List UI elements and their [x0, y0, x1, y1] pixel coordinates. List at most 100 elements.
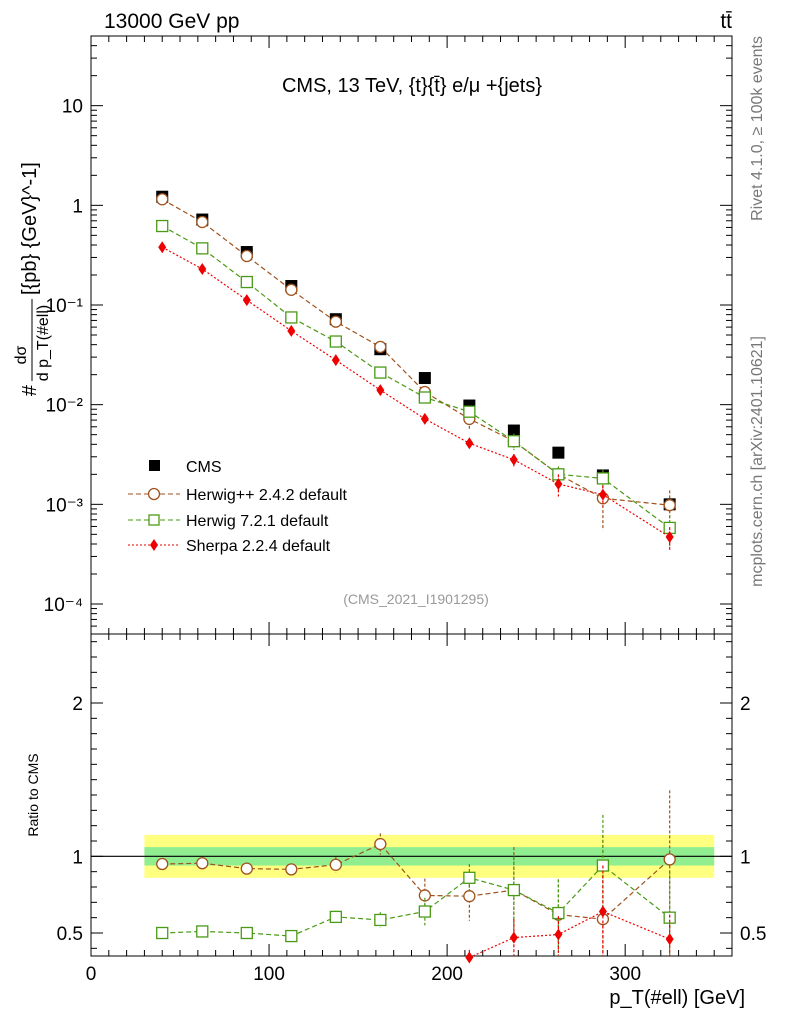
ratio-point	[463, 871, 476, 884]
main-point	[509, 453, 518, 466]
rivet-label: Rivet 4.1.0, ≥ 100k events	[749, 36, 766, 221]
main-series-1	[156, 193, 676, 531]
legend-marker-herwig7	[148, 514, 160, 526]
x-tick-label: 100	[253, 964, 285, 985]
main-point	[465, 437, 474, 450]
main-y-ticks: 10⁻⁴ 10⁻³ 10⁻² 10⁻¹ 1 10	[44, 35, 732, 635]
main-point	[329, 335, 342, 348]
x-tick-label: 200	[431, 964, 463, 985]
main-point	[240, 275, 253, 289]
main-point	[196, 242, 209, 255]
main-point	[663, 499, 676, 512]
ratio-point	[598, 905, 607, 918]
legend-label-sherpa: Sherpa 2.2.4 default	[186, 538, 331, 555]
ratio-point	[418, 905, 432, 918]
main-point	[598, 488, 607, 501]
main-y-tick-label: 10⁻³	[46, 495, 84, 516]
legend-label-herwigpp: Herwig++ 2.4.2 default	[186, 487, 348, 504]
ratio-y-tick-label-right: 2	[740, 694, 751, 715]
main-point	[665, 531, 674, 544]
main-point	[552, 446, 565, 459]
main-point	[285, 283, 298, 296]
ratio-point	[663, 853, 676, 866]
legend-entry-cms: CMS	[149, 459, 222, 476]
x-tick-label: 300	[609, 964, 641, 985]
main-point	[240, 249, 253, 263]
ratio-y-tick-label-right: 0.5	[740, 924, 766, 945]
main-point	[242, 294, 251, 307]
ratio-series-line	[469, 910, 670, 959]
x-axis-label: p_T(#ell) [GeV]	[609, 987, 745, 1009]
ylabel-dsigma: dσ	[13, 345, 30, 364]
main-point	[285, 311, 298, 324]
main-point	[196, 215, 209, 229]
main-series-layer	[156, 190, 676, 550]
main-point	[418, 391, 432, 404]
main-series-line	[161, 225, 671, 529]
main-y-tick-label: 10⁻¹	[46, 296, 84, 317]
ratio-point	[156, 857, 169, 871]
legend-marker-cms	[149, 460, 160, 471]
main-title: CMS, 13 TeV, {t}{t̄} e/μ +{jets}	[282, 75, 542, 97]
ratio-y-tick-label-left: 2	[72, 694, 83, 715]
main-point	[376, 384, 385, 397]
ratio-point	[463, 890, 476, 903]
header-right: tt̄	[720, 10, 732, 33]
ratio-point	[196, 857, 209, 870]
ratio-point	[240, 926, 253, 940]
main-point	[158, 241, 167, 254]
ratio-series-layer	[156, 790, 676, 964]
ratio-band-layer	[91, 834, 732, 878]
ratio-y-axis-label: Ratio to CMS	[25, 753, 41, 836]
main-point	[156, 219, 169, 233]
main-point	[329, 315, 342, 328]
legend-entry-herwigpp: Herwig++ 2.4.2 default	[128, 487, 348, 504]
watermark: (CMS_2021_I1901295)	[343, 591, 489, 607]
ratio-series-2	[465, 865, 674, 964]
ratio-point	[509, 931, 518, 944]
ratio-point	[285, 863, 298, 876]
main-y-tick-label: 10	[62, 97, 83, 118]
ratio-ticks: 0.5 0.5 1 1 2 2 0 100 200 300	[57, 634, 766, 985]
legend-label-herwig7: Herwig 7.2.1 default	[186, 513, 329, 530]
ratio-point	[240, 862, 253, 875]
main-point	[374, 366, 387, 379]
main-series-line	[161, 198, 670, 506]
main-panel: 10⁻⁴ 10⁻³ 10⁻² 10⁻¹ 1 10 CMS, 13 TeV, {t}{t̄}…	[13, 35, 733, 635]
main-point	[374, 340, 387, 354]
main-point	[507, 435, 521, 448]
main-y-tick-label: 10⁻²	[46, 396, 84, 417]
ratio-panel: 0.5 0.5 1 1 2 2 0 100 200 300 Ratio to CMS p_T(#e…	[25, 633, 766, 1009]
legend-marker-sherpa	[150, 539, 158, 551]
ratio-point	[156, 926, 169, 940]
legend: CMS Herwig++ 2.4.2 default Herwig 7.2.1 …	[128, 459, 348, 555]
main-point	[507, 424, 520, 437]
main-y-tick-label: 1	[72, 196, 83, 217]
legend-entry-sherpa: Sherpa 2.2.4 default	[128, 538, 331, 555]
main-point	[198, 262, 207, 275]
main-y-tick-label: 10⁻⁴	[44, 595, 83, 616]
main-point	[463, 405, 476, 418]
main-point	[420, 412, 429, 425]
ratio-point	[465, 951, 474, 964]
ylabel-hash: #	[19, 384, 41, 396]
x-tick-label: 0	[86, 964, 97, 985]
ratio-point	[663, 911, 676, 924]
main-point	[554, 477, 563, 490]
ratio-point	[418, 889, 432, 902]
ylabel-dpt: d p_T(#ell)	[35, 305, 52, 381]
legend-entry-herwig7: Herwig 7.2.1 default	[128, 513, 329, 530]
main-point	[418, 372, 431, 385]
ratio-frame	[90, 633, 733, 957]
legend-marker-herwigpp	[147, 487, 161, 501]
ratio-y-tick-label-left: 1	[72, 847, 83, 868]
legend-label-cms: CMS	[186, 459, 222, 476]
ratio-point	[665, 933, 674, 946]
header-left: 13000 GeV pp	[104, 10, 239, 33]
main-series-0	[156, 190, 676, 511]
ratio-point	[554, 928, 563, 941]
ratio-point	[329, 910, 342, 924]
ratio-series-line	[162, 864, 671, 937]
main-point	[596, 472, 610, 485]
ylabel-units: [{pb} {GeV}^-1]	[19, 162, 41, 295]
